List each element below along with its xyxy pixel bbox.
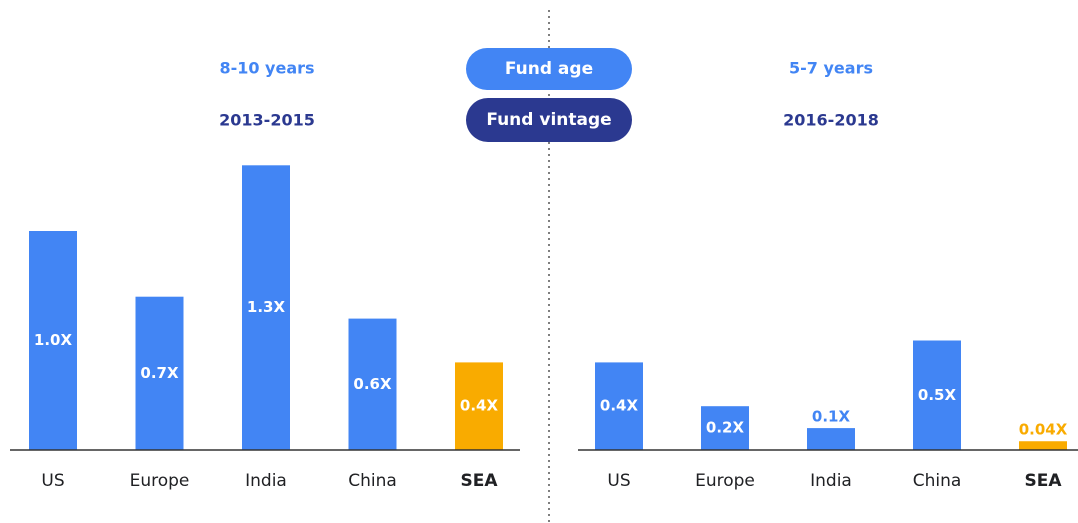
category-label: India [245,471,287,491]
fund-vintage-value: 2013-2015 [219,111,315,130]
bar [135,296,184,450]
value-label: 1.3X [247,298,286,316]
value-label: 0.2X [706,419,745,437]
fund-vintage-value: 2016-2018 [783,111,879,130]
bar [29,231,77,450]
category-label: India [810,471,852,491]
category-label: US [607,471,630,491]
value-label: 0.5X [918,386,957,404]
fund-age-label: Fund age [505,59,593,79]
value-label: 0.6X [353,375,392,393]
value-label: 0.4X [460,397,499,415]
bar [348,318,397,450]
category-label: SEA [460,471,498,491]
value-label: 0.4X [600,397,639,415]
fund-age-value: 8-10 years [219,59,314,78]
category-label: Europe [695,471,755,491]
category-label: Europe [130,471,190,491]
category-label: US [41,471,64,491]
bar [807,428,855,450]
value-label: 0.04X [1019,421,1068,439]
bar [242,165,290,451]
category-label: China [913,471,962,491]
bar [913,340,961,450]
category-label: SEA [1024,471,1062,491]
fund-vintage-pill [466,98,632,142]
bar [455,362,503,450]
fund-age-pill [466,48,632,90]
value-label: 0.7X [140,364,179,382]
value-label: 0.1X [812,408,851,426]
value-label: 1.0X [34,331,73,349]
category-label: China [348,471,397,491]
bar [701,406,749,450]
bar [595,362,643,450]
bar [1019,441,1067,450]
fund-vintage-label: Fund vintage [486,110,611,130]
fund-age-value: 5-7 years [789,59,873,78]
